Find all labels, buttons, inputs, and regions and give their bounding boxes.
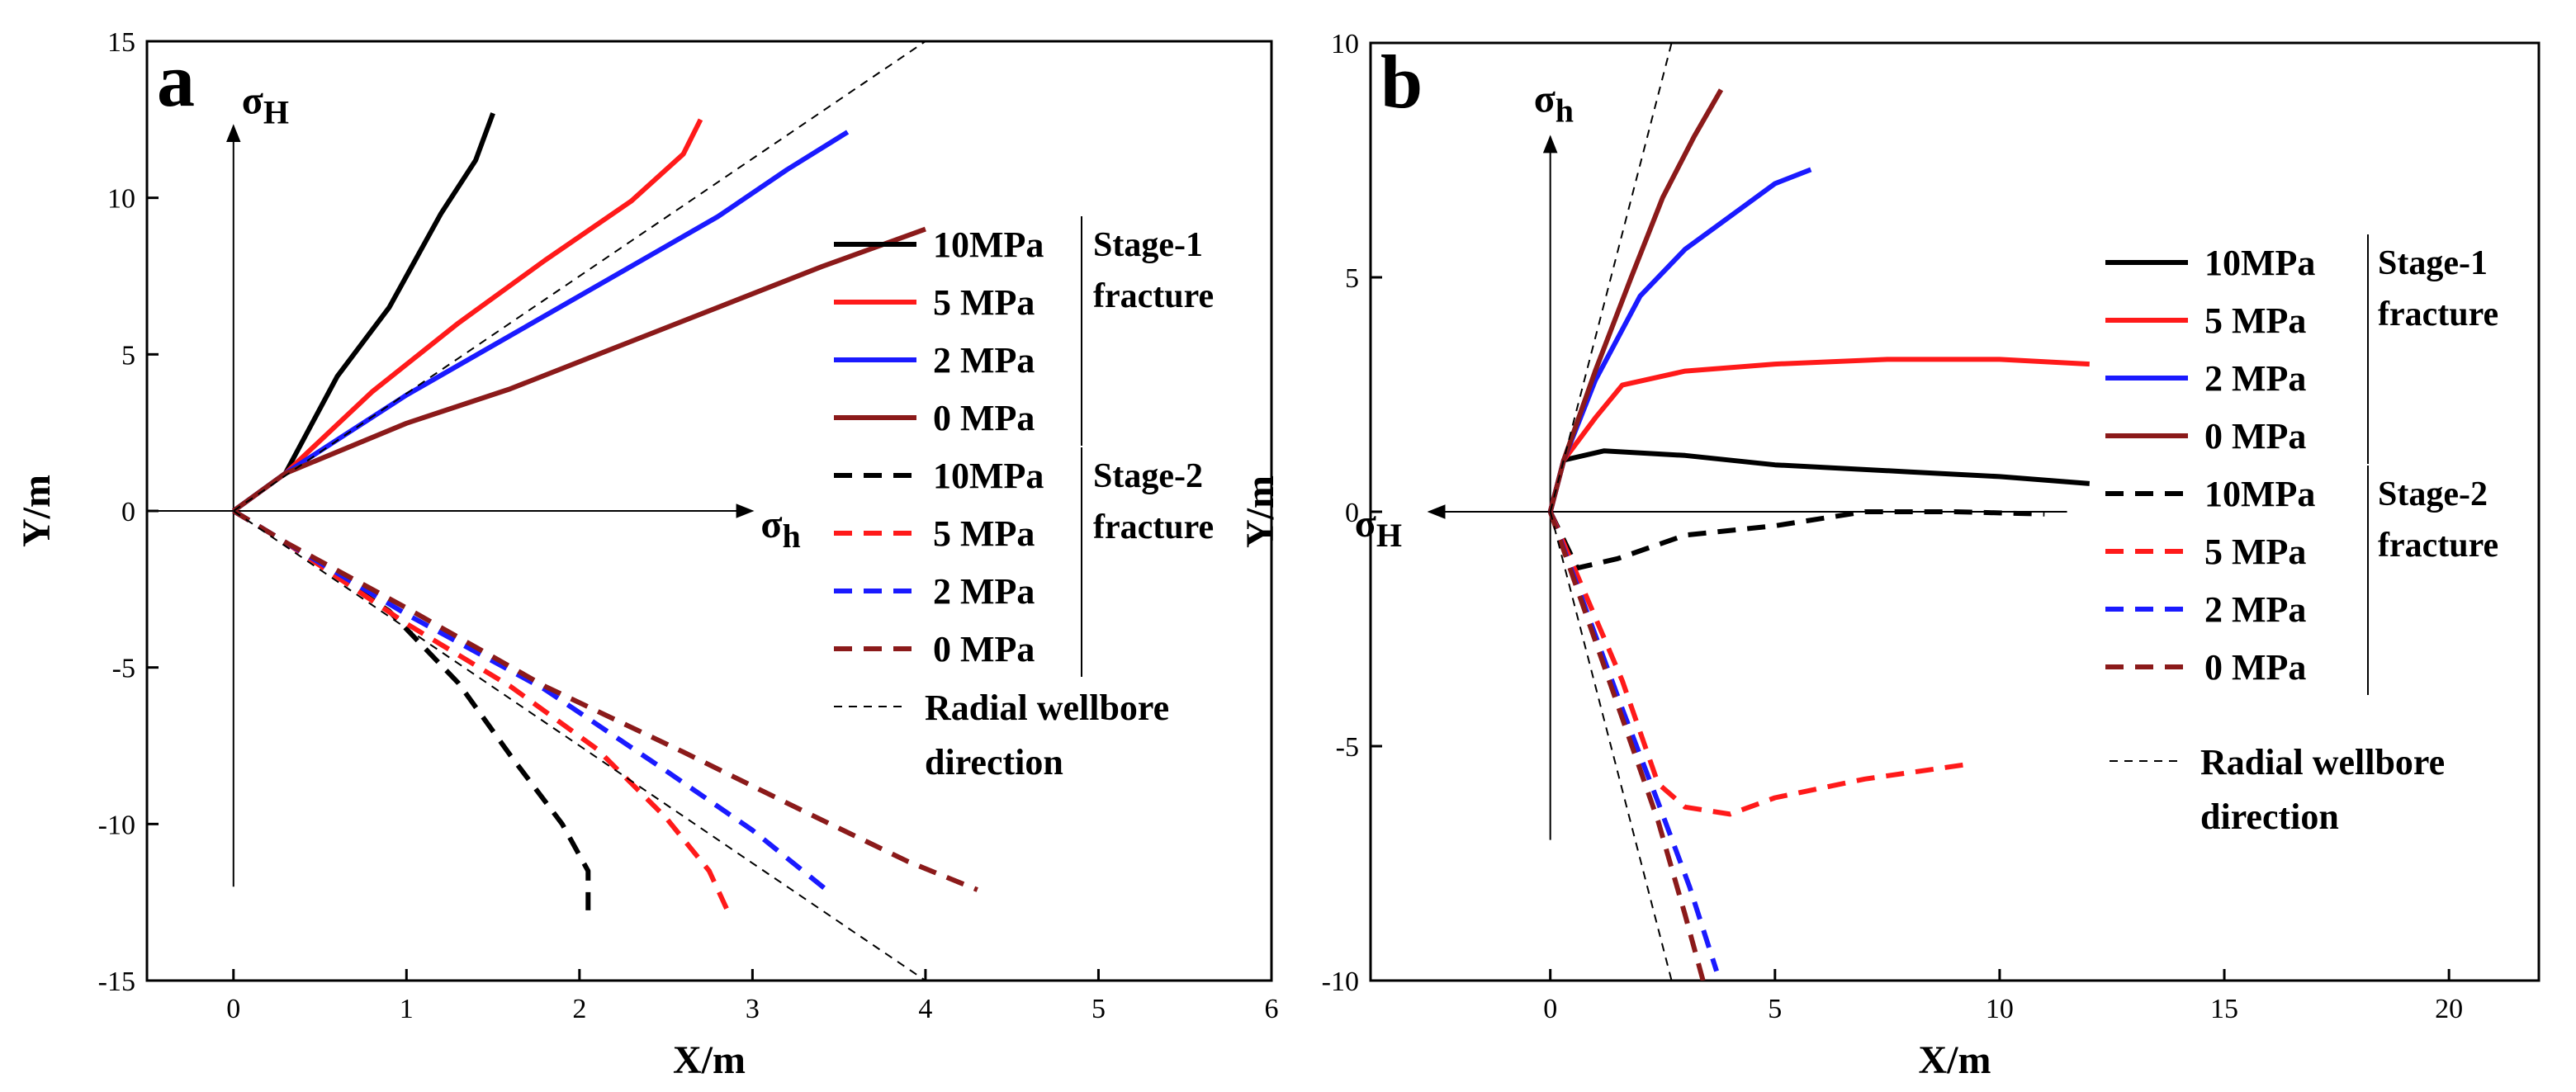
y-axis-title: Y/m [15, 475, 59, 547]
series-line-9 [233, 510, 926, 981]
y-tick-label: 15 [107, 27, 135, 58]
y-tick-label: 5 [1345, 263, 1359, 294]
series-line-7 [1547, 511, 1706, 981]
legend-group-label: Stage-1 [2378, 244, 2488, 282]
legend-label: 5 MPa [933, 282, 1035, 323]
legend-label: 5 MPa [2204, 532, 2306, 572]
legend-label: 5 MPa [933, 513, 1035, 554]
series-line-0 [232, 112, 495, 513]
y-tick-label: 0 [121, 497, 135, 527]
legend-label: 2 MPa [933, 571, 1035, 612]
panel-b: 0 5 10 15 20 -10 -5 0 5 10 X/m Y/m b σh σH 10MPa 5 MPa 2 … [1238, 29, 2540, 1082]
x-tick-label: 6 [1265, 994, 1279, 1024]
series-line-2 [1547, 167, 1812, 513]
legend-label: 10MPa [2204, 243, 2315, 283]
series-line-4 [232, 508, 591, 912]
series-line-4 [1547, 509, 2045, 571]
x-tick-label: 4 [918, 994, 932, 1024]
series-line-8 [233, 41, 926, 512]
legend-label-wellbore-direction: direction [2200, 797, 2339, 837]
legend-label: 0 MPa [2204, 647, 2306, 688]
legend-group-fracture: fracture [2378, 295, 2498, 333]
legend-label: 10MPa [2204, 474, 2315, 514]
series-line-1 [1547, 357, 2090, 513]
series-group [232, 41, 978, 981]
y-axis-title: Y/m [1238, 475, 1282, 548]
x-tick-label: 5 [1768, 994, 1782, 1024]
series-line-1 [232, 118, 703, 513]
series-line-2 [232, 130, 850, 513]
horizontal-stress-label: σH [1355, 502, 1402, 554]
series-line-3 [1547, 88, 1724, 513]
x-tick-label: 0 [1543, 994, 1557, 1024]
legend-label: 0 MPa [933, 398, 1035, 438]
y-tick-label: -10 [1322, 967, 1359, 997]
legend-label: 0 MPa [933, 629, 1035, 669]
legend-group-label: Stage-2 [1093, 457, 1203, 495]
legend-group-label: Stage-1 [1093, 226, 1203, 264]
y-tick-label: 0 [1345, 498, 1359, 528]
series-group [1547, 43, 2091, 981]
panel-letter: a [157, 38, 195, 122]
y-tick-label: -5 [1336, 732, 1359, 763]
x-axis-title: X/m [673, 1038, 746, 1082]
x-tick-label: 1 [400, 994, 414, 1024]
legend-group-fracture: fracture [1093, 277, 1214, 315]
horizontal-stress-label: σh [760, 503, 800, 555]
panel-letter: b [1380, 40, 1423, 124]
x-tick-label: 10 [1986, 994, 2014, 1024]
legend-label-wellbore: Radial wellbore [925, 688, 1169, 728]
series-line-8 [1549, 43, 1673, 513]
legend-label: 5 MPa [2204, 300, 2306, 341]
legend-label: 0 MPa [2204, 416, 2306, 456]
legend-label: 10MPa [933, 456, 1044, 496]
y-tick-label: 10 [107, 184, 135, 215]
x-tick-label: 2 [572, 994, 586, 1024]
legend-label-wellbore-direction: direction [925, 742, 1063, 782]
x-tick-label: 0 [226, 994, 240, 1024]
legend-group-fracture: fracture [1093, 508, 1214, 546]
series-line-0 [1547, 448, 2091, 513]
y-tick-label: -10 [98, 810, 135, 840]
y-tick-label: -15 [98, 967, 135, 997]
legend-group-fracture: fracture [2378, 527, 2498, 565]
y-tick-label: 5 [121, 340, 135, 371]
legend-label: 2 MPa [2204, 358, 2306, 399]
x-tick-label: 5 [1091, 994, 1106, 1024]
legend-label: 10MPa [933, 225, 1044, 265]
legend-group-label: Stage-2 [2378, 475, 2488, 513]
series-line-7 [232, 508, 978, 892]
series-line-5 [232, 508, 729, 910]
y-tick-label: -5 [112, 654, 135, 684]
series-line-9 [1549, 511, 1673, 981]
x-tick-label: 15 [2210, 994, 2238, 1024]
legend-label: 2 MPa [2204, 589, 2306, 630]
vertical-stress-label: σh [1534, 78, 1574, 130]
series-line-5 [1547, 510, 1964, 817]
legend-label-wellbore: Radial wellbore [2200, 742, 2445, 782]
x-tick-label: 3 [746, 994, 760, 1024]
x-axis-title: X/m [1919, 1038, 1991, 1082]
vertical-stress-label: σH [242, 78, 289, 130]
x-tick-label: 20 [2435, 994, 2463, 1024]
legend-label: 2 MPa [933, 340, 1035, 381]
panel-a: 0 1 2 3 4 5 6 -15 -10 -5 0 5 10 15 X/m Y/m a σH σh 10MPa 5 M… [15, 27, 1279, 1082]
series-line-3 [232, 226, 926, 513]
y-tick-label: 10 [1331, 29, 1359, 59]
